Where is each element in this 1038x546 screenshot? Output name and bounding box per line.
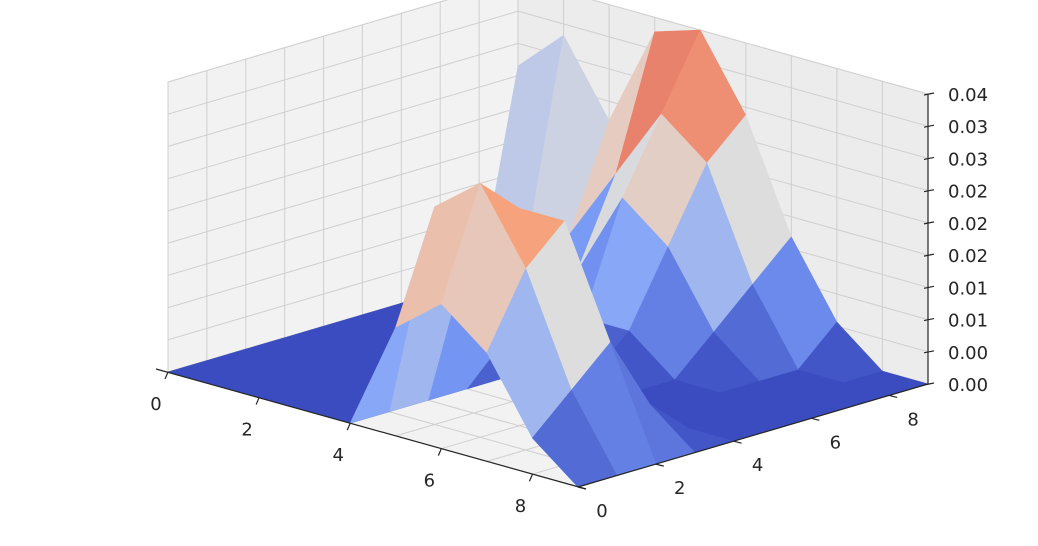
z-tick-mark: [923, 189, 935, 193]
x-tick-mark: [528, 473, 533, 482]
z-tick-mark: [923, 382, 935, 386]
z-tick-mark: [923, 156, 935, 161]
y-axis-ticks: 0 2 4 6 8: [577, 394, 919, 522]
y-axis-line: [577, 383, 929, 488]
z-tick-mark: [923, 92, 935, 96]
y-tick-label: 6: [830, 432, 841, 453]
z-tick-label: 0.00: [948, 343, 988, 364]
y-tick-mark: [733, 440, 742, 444]
z-tick-label: 0.04: [948, 85, 988, 106]
z-tick-mark: [923, 317, 935, 322]
z-axis-ticks: 0.00 0.00 0.01 0.01 0.02 0.02 0.02 0.03 0.03 0.04: [923, 85, 988, 396]
x-axis-ticks: 0 2 4 6 8: [150, 371, 533, 517]
x-tick-label: 2: [241, 420, 252, 441]
z-tick-label: 0.00: [948, 375, 988, 396]
y-tick-mark: [888, 394, 898, 399]
z-tick-mark: [923, 124, 935, 128]
x-tick-mark: [437, 448, 442, 456]
z-tick-label: 0.02: [948, 246, 988, 267]
x-tick-mark: [346, 422, 351, 431]
y-tick-mark: [655, 463, 664, 467]
z-gridline: [167, 0, 929, 95]
z-tick-mark: [923, 350, 935, 354]
y-tick-label: 2: [674, 478, 685, 499]
x-tick-mark: [164, 371, 169, 380]
x-tick-label: 8: [515, 496, 526, 517]
x-tick-label: 6: [424, 471, 435, 492]
x-axis-line: [155, 368, 587, 490]
z-gridline: [167, 42, 929, 159]
x-tick-label: 4: [332, 445, 343, 466]
y-tick-label: 4: [752, 455, 763, 476]
axis-lines: [155, 94, 929, 490]
z-tick-label: 0.03: [948, 117, 988, 138]
x-tick-label: 0: [150, 394, 161, 415]
z-tick-label: 0.02: [948, 214, 988, 235]
z-tick-mark: [923, 253, 935, 257]
y-tick-label: 0: [596, 501, 607, 522]
z-tick-label: 0.02: [948, 182, 988, 203]
y-tick-mark: [811, 417, 820, 421]
z-tick-label: 0.01: [948, 311, 988, 332]
z-tick-label: 0.03: [948, 149, 988, 170]
z-tick-label: 0.01: [948, 278, 988, 299]
surface-plot: [166, 29, 930, 488]
x-tick-mark: [255, 397, 260, 405]
y-tick-mark: [577, 486, 587, 490]
z-tick-mark: [923, 285, 935, 289]
y-tick-label: 8: [907, 409, 918, 430]
z-gridline: [167, 10, 929, 127]
z-tick-mark: [923, 221, 935, 225]
